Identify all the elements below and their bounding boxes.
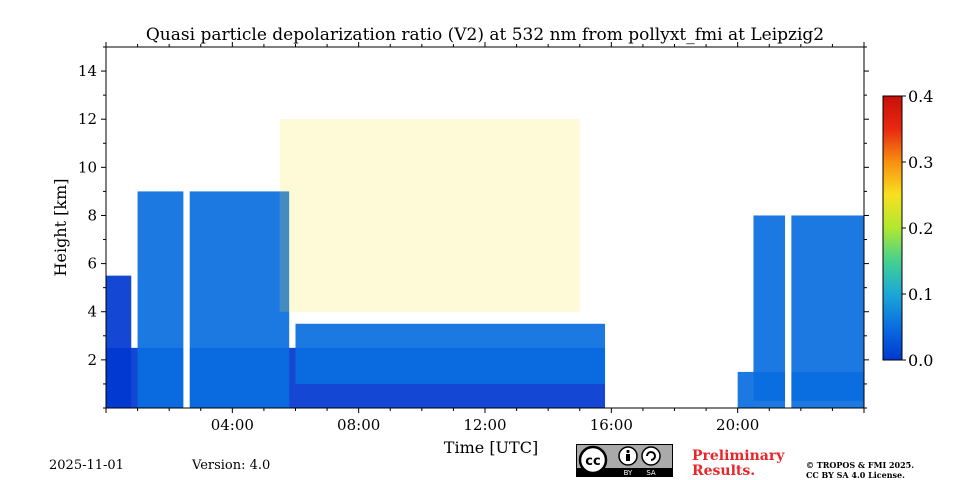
x-tick-label: 04:00 — [211, 416, 254, 434]
preliminary-line2: Results. — [692, 463, 756, 479]
colorbar-tick-label: 0.2 — [908, 219, 933, 238]
x-tick-label: 08:00 — [337, 416, 380, 434]
colorbar: 0.0 0.1 0.2 0.3 0.4 — [882, 87, 933, 370]
colorbar-tick-label: 0.0 — [908, 351, 933, 370]
y-axis-label: Height [km] — [51, 179, 70, 277]
y-tick-label: 12 — [78, 110, 97, 128]
date-label: 2025-11-01 — [49, 458, 124, 473]
x-tick-label: 12:00 — [463, 416, 506, 434]
heatmap-region — [279, 119, 580, 312]
axes: 04:00 08:00 12:00 16:00 20:00 2 4 6 8 10 12 14 Time … — [51, 42, 869, 457]
y-tick-label: 14 — [78, 62, 97, 80]
heatmap-region — [753, 215, 864, 401]
heatmap-region — [295, 323, 606, 384]
preliminary-line1: Preliminary — [692, 448, 785, 464]
colorbar-tick-label: 0.4 — [908, 87, 933, 106]
x-axis-label: Time [UTC] — [444, 438, 538, 457]
chart-title: Quasi particle depolarization ratio (V2)… — [145, 25, 825, 45]
plot-area — [106, 47, 864, 408]
data-gap — [183, 47, 190, 408]
svg-text:cc: cc — [585, 454, 600, 469]
y-tick-label: 4 — [87, 303, 97, 321]
preliminary-notice: Preliminary Results. — [692, 449, 784, 479]
cc-icon: cc BY SA — [577, 445, 672, 477]
y-tick-label: 2 — [87, 351, 97, 369]
y-tick-label: 10 — [78, 158, 97, 176]
cc-by-text: BY — [624, 469, 633, 476]
heatmap-region — [106, 275, 132, 408]
colorbar-scale — [882, 95, 903, 361]
data-gap — [785, 47, 792, 408]
cc-license-badge: cc BY SA — [576, 444, 673, 477]
copyright-notice: © TROPOS & FMI 2025. CC BY SA 4.0 Licens… — [806, 460, 914, 480]
x-tick-label: 16:00 — [590, 416, 633, 434]
y-tick-label: 6 — [87, 255, 97, 273]
version-label: Version: 4.0 — [192, 458, 271, 473]
colorbar-tick-label: 0.3 — [908, 153, 933, 172]
y-tick-label: 8 — [87, 206, 97, 224]
copyright-line1: © TROPOS & FMI 2025. — [806, 460, 915, 470]
copyright-line2: CC BY SA 4.0 License. — [806, 470, 905, 480]
colorbar-tick-label: 0.1 — [908, 285, 933, 304]
heatmap-region — [737, 371, 864, 408]
cc-sa-text: SA — [646, 469, 656, 476]
heatmap-region — [137, 191, 290, 408]
x-tick-label: 20:00 — [716, 416, 759, 434]
